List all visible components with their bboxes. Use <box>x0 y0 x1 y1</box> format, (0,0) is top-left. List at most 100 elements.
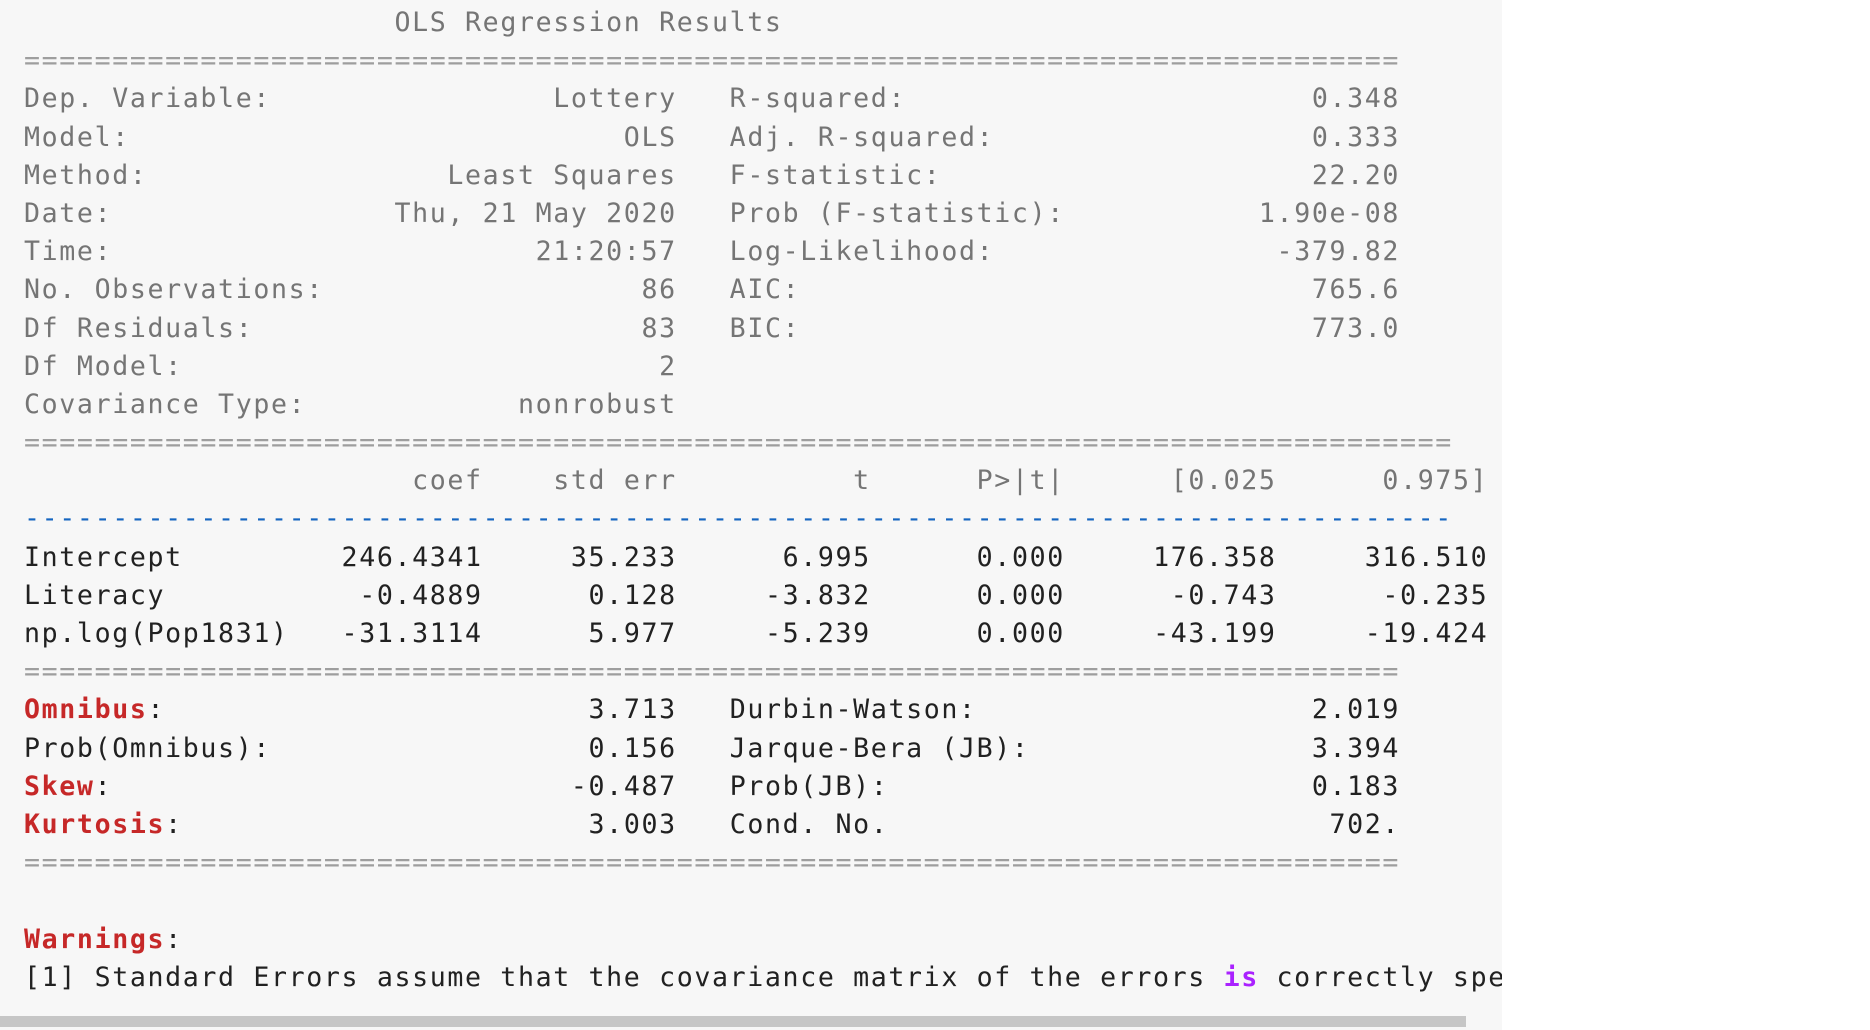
info-value: 83 <box>253 312 677 344</box>
diag-keyword: Skew <box>24 770 95 802</box>
coef-column-header: P>|t| <box>870 465 1065 497</box>
info-value: OLS <box>129 121 677 153</box>
coef-row-name: np.log(Pop1831) <box>24 618 289 649</box>
coef-cell: 5.977 <box>482 618 677 649</box>
info-label: Method: <box>24 159 148 191</box>
info-value: nonrobust <box>306 388 677 420</box>
separator-line: ========================================… <box>24 844 1502 882</box>
warning-keyword: is <box>1223 961 1259 993</box>
horizontal-scrollbar[interactable] <box>0 1016 1466 1027</box>
diag-value: 0.183 <box>888 770 1401 802</box>
model-info-row: Method: Least Squares F-statistic: 22.20 <box>24 157 1502 195</box>
dash-line: ----------------------------------------… <box>24 500 1502 538</box>
info-label: Log-Likelihood: <box>729 236 995 268</box>
info-value: 86 <box>323 274 677 306</box>
warnings-header: Warnings: <box>24 921 1502 959</box>
info-label: Adj. R-squared: <box>729 121 995 153</box>
coef-column-header: coef <box>288 465 483 497</box>
coef-row-name: Intercept <box>24 541 289 573</box>
coef-row: np.log(Pop1831) -31.3114 5.977 -5.239 0.… <box>24 615 1502 653</box>
info-value: 0.348 <box>906 83 1401 115</box>
diag-keyword: Omnibus <box>24 694 148 726</box>
diag-value: 3.003 <box>182 808 677 840</box>
summary-title: OLS Regression Results <box>394 7 783 38</box>
gap <box>677 809 730 840</box>
info-label: BIC: <box>729 312 801 344</box>
coef-column-header: std err <box>482 465 677 497</box>
diag-value: 0.156 <box>270 732 677 764</box>
info-value: Lottery <box>270 83 677 115</box>
diag-value: 702. <box>888 808 1401 840</box>
info-value: Least Squares <box>147 159 677 191</box>
model-info-row: Time: 21:20:57 Log-Likelihood: -379.82 <box>24 233 1502 271</box>
diag-value: -0.487 <box>112 770 677 802</box>
colon: : <box>165 808 183 840</box>
info-value: 22.20 <box>941 159 1401 191</box>
info-label: F-statistic: <box>729 159 942 191</box>
gap <box>677 694 730 725</box>
model-info-row: Df Model: 2 <box>24 348 1502 386</box>
info-label: No. Observations: <box>24 274 324 306</box>
coef-cell: 35.233 <box>482 541 677 573</box>
diag-label: Prob(JB): <box>729 770 889 802</box>
model-info-row: Covariance Type: nonrobust <box>24 386 1502 424</box>
gap <box>677 771 730 802</box>
info-value: 1.90e-08 <box>1064 197 1401 229</box>
coef-column-header: t <box>676 465 871 497</box>
info-label: Prob (F-statistic): <box>729 197 1065 229</box>
diag-keyword: Kurtosis <box>24 808 166 840</box>
colon: : <box>165 923 183 955</box>
info-value: Thu, 21 May 2020 <box>112 197 677 229</box>
coef-column-header: 0.975] <box>1276 465 1489 497</box>
diag-value: 2.019 <box>976 694 1401 726</box>
info-label: Time: <box>24 236 113 268</box>
diag-value: 3.394 <box>1029 732 1401 764</box>
coef-cell: -0.4889 <box>288 579 483 611</box>
coef-header-row: coef std err t P>|t| [0.025 0.975] <box>24 462 1502 500</box>
diag-value: 3.713 <box>165 694 677 726</box>
separator-line: ========================================… <box>24 424 1502 462</box>
diagnostics-row: Skew: -0.487 Prob(JB): 0.183 <box>24 768 1502 806</box>
coef-cell: 0.000 <box>870 579 1065 611</box>
info-value: 2 <box>182 350 677 382</box>
diagnostics-row: Kurtosis: 3.003 Cond. No. 702. <box>24 806 1502 844</box>
coef-cell: -3.832 <box>676 579 871 611</box>
diag-label: Prob(Omnibus): <box>24 732 271 764</box>
info-label: Covariance Type: <box>24 388 307 420</box>
model-info-row: Model: OLS Adj. R-squared: 0.333 <box>24 119 1502 157</box>
coef-cell: 0.000 <box>870 541 1065 573</box>
diag-label: Cond. No. <box>729 808 889 840</box>
gap <box>677 160 730 191</box>
warnings-label: Warnings <box>24 923 166 955</box>
indent <box>24 465 289 496</box>
dash-separator: ----------------------------------------… <box>24 503 1453 535</box>
diag-label: Durbin-Watson: <box>729 694 977 726</box>
coef-row-name: Literacy <box>24 579 289 611</box>
info-value: 21:20:57 <box>112 236 677 268</box>
model-info-row: Dep. Variable: Lottery R-squared: 0.348 <box>24 80 1502 118</box>
separator: ========================================… <box>24 847 1400 879</box>
diagnostics-row: Prob(Omnibus): 0.156 Jarque-Bera (JB): 3… <box>24 730 1502 768</box>
notebook-output-cell: OLS Regression Results ==================… <box>0 7 1502 1027</box>
info-label: R-squared: <box>729 83 907 115</box>
coef-cell: 176.358 <box>1064 541 1277 573</box>
info-value: 0.333 <box>994 121 1401 153</box>
warning-text: [1] Standard Errors assume that the cova… <box>24 959 1502 997</box>
coef-cell: -43.199 <box>1064 618 1277 649</box>
gap <box>677 313 730 344</box>
coef-row: Literacy -0.4889 0.128 -3.832 0.000 -0.7… <box>24 577 1502 615</box>
blank-line <box>24 882 1502 920</box>
coef-cell: 316.510 <box>1276 541 1489 573</box>
gap <box>677 236 730 267</box>
coef-cell: 246.4341 <box>288 541 483 573</box>
gap <box>677 198 730 229</box>
info-label: Date: <box>24 197 113 229</box>
diag-label: Jarque-Bera (JB): <box>729 732 1030 764</box>
colon: : <box>94 770 113 802</box>
model-info-row: Date: Thu, 21 May 2020 Prob (F-statistic… <box>24 195 1502 233</box>
diagnostics-row: Omnibus: 3.713 Durbin-Watson: 2.019 <box>24 691 1502 729</box>
indent <box>24 7 394 38</box>
coef-cell: 0.000 <box>870 618 1065 649</box>
coef-cell: 6.995 <box>676 541 871 573</box>
info-label: Df Residuals: <box>24 312 254 344</box>
